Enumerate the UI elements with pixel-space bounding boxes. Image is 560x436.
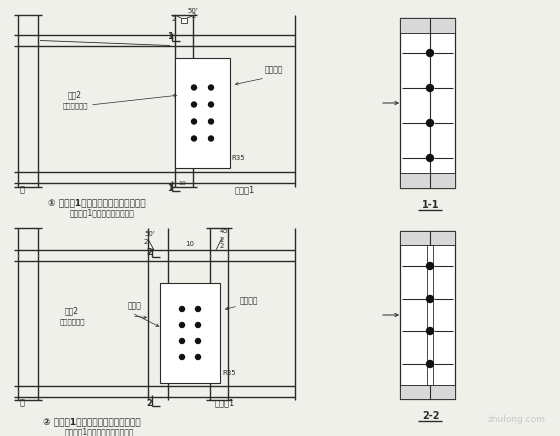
Text: （成对布置）: （成对布置） bbox=[59, 318, 85, 325]
Text: （楼面梁1与刚架柱的共接连接）: （楼面梁1与刚架柱的共接连接） bbox=[65, 427, 134, 436]
Text: 1: 1 bbox=[167, 32, 173, 41]
Circle shape bbox=[192, 136, 197, 141]
Circle shape bbox=[180, 307, 184, 311]
Bar bbox=[400, 173, 455, 188]
Text: 2: 2 bbox=[144, 239, 148, 245]
Circle shape bbox=[180, 354, 184, 360]
Text: ② 楼面梁1与刚架柱的刚性连接（二）: ② 楼面梁1与刚架柱的刚性连接（二） bbox=[43, 417, 141, 426]
Text: 45': 45' bbox=[220, 228, 231, 234]
Circle shape bbox=[180, 323, 184, 327]
Circle shape bbox=[192, 102, 197, 107]
Bar bbox=[400, 231, 455, 399]
Circle shape bbox=[427, 296, 433, 303]
Text: 50': 50' bbox=[187, 8, 198, 14]
Bar bbox=[160, 283, 220, 383]
Circle shape bbox=[427, 361, 433, 368]
Text: 加刦2: 加刦2 bbox=[68, 90, 82, 99]
Text: 10: 10 bbox=[185, 241, 194, 247]
Text: 楼面梁1: 楼面梁1 bbox=[215, 398, 235, 407]
Circle shape bbox=[192, 119, 197, 124]
Circle shape bbox=[427, 119, 433, 126]
Circle shape bbox=[427, 85, 433, 92]
Circle shape bbox=[427, 327, 433, 334]
Circle shape bbox=[208, 102, 213, 107]
Circle shape bbox=[208, 136, 213, 141]
Circle shape bbox=[427, 50, 433, 57]
Bar bbox=[400, 18, 455, 33]
Bar bbox=[400, 18, 455, 188]
Text: 2-2: 2-2 bbox=[422, 411, 440, 421]
Circle shape bbox=[180, 338, 184, 344]
Text: 50': 50' bbox=[144, 231, 155, 237]
Text: 2: 2 bbox=[146, 399, 152, 408]
Text: R35: R35 bbox=[231, 155, 245, 161]
Circle shape bbox=[195, 354, 200, 360]
Text: （楼面梁1与刚架柱直接连接）: （楼面梁1与刚架柱直接连接） bbox=[70, 208, 135, 217]
Text: 柱: 柱 bbox=[20, 185, 25, 194]
Circle shape bbox=[427, 154, 433, 161]
Text: 加刦2: 加刦2 bbox=[65, 306, 79, 315]
Text: 2: 2 bbox=[220, 237, 225, 243]
Text: 高强费栅: 高强费栅 bbox=[240, 296, 259, 305]
Bar bbox=[427, 245, 433, 385]
Text: 2: 2 bbox=[172, 16, 176, 22]
Circle shape bbox=[192, 85, 197, 90]
Text: 10: 10 bbox=[178, 181, 186, 186]
Bar bbox=[181, 18, 187, 23]
Circle shape bbox=[427, 262, 433, 269]
Text: 连接板: 连接板 bbox=[128, 301, 142, 310]
Text: 柱: 柱 bbox=[20, 398, 25, 407]
Bar bbox=[400, 385, 455, 399]
Circle shape bbox=[208, 119, 213, 124]
Text: 2: 2 bbox=[146, 248, 152, 257]
Text: 高强费栅: 高强费栅 bbox=[265, 65, 283, 74]
Text: 楼面梁1: 楼面梁1 bbox=[235, 185, 255, 194]
Text: zhulong.com: zhulong.com bbox=[488, 415, 546, 424]
Text: 2: 2 bbox=[220, 243, 225, 249]
Bar bbox=[400, 231, 455, 245]
Text: （成对布置）: （成对布置） bbox=[62, 102, 88, 109]
Text: R35: R35 bbox=[222, 370, 236, 376]
Circle shape bbox=[208, 85, 213, 90]
Text: ① 楼面梁1与刚架柱的刚性连接（一）: ① 楼面梁1与刚架柱的刚性连接（一） bbox=[48, 198, 146, 207]
Text: 1-1: 1-1 bbox=[422, 200, 440, 210]
Circle shape bbox=[195, 307, 200, 311]
Bar bbox=[175, 58, 230, 168]
Text: 2: 2 bbox=[192, 13, 197, 19]
Text: 1: 1 bbox=[167, 184, 173, 193]
Circle shape bbox=[195, 323, 200, 327]
Circle shape bbox=[195, 338, 200, 344]
